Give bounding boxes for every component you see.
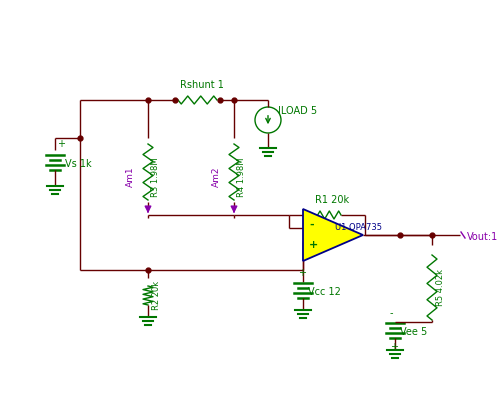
Text: Vs 1k: Vs 1k <box>65 159 92 169</box>
Polygon shape <box>303 209 363 261</box>
Text: R1 20k: R1 20k <box>315 195 349 205</box>
Text: Am2: Am2 <box>212 167 221 187</box>
Text: Rshunt 1: Rshunt 1 <box>180 80 224 90</box>
Text: -: - <box>390 308 394 318</box>
Text: R4 1.98M: R4 1.98M <box>237 157 246 197</box>
Text: Vcc 12: Vcc 12 <box>308 287 341 297</box>
Text: ILOAD 5: ILOAD 5 <box>278 106 317 116</box>
Text: R2 20k: R2 20k <box>152 281 161 310</box>
Text: +: + <box>57 139 65 149</box>
Text: +: + <box>390 342 398 352</box>
Text: +: + <box>298 268 306 278</box>
Text: Am1: Am1 <box>126 167 135 187</box>
Text: R3 1.98M: R3 1.98M <box>151 157 160 197</box>
Text: -: - <box>309 220 314 230</box>
Text: U1 OPA735: U1 OPA735 <box>335 223 382 231</box>
Text: Vee 5: Vee 5 <box>400 327 427 337</box>
Text: Vout:1: Vout:1 <box>467 232 498 242</box>
Text: +: + <box>309 240 318 250</box>
Text: R5 4.02k: R5 4.02k <box>436 269 445 306</box>
